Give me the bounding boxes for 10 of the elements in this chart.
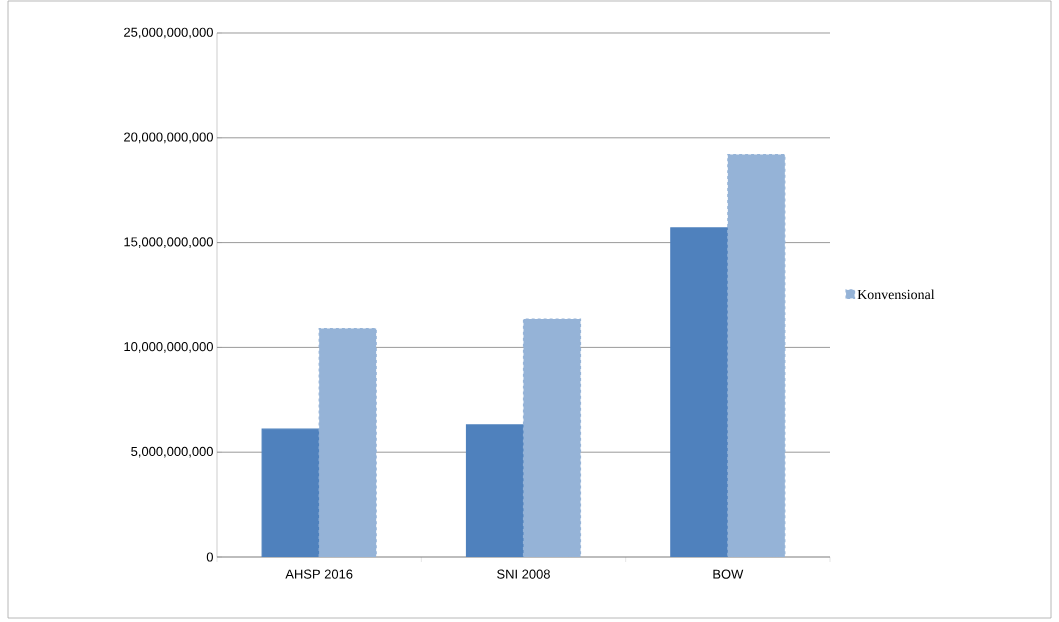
y-tick-label: 5,000,000,000	[131, 446, 213, 458]
x-tick-label: SNI 2008	[497, 569, 550, 579]
y-tick-label: 0	[206, 552, 213, 562]
y-tick-label: 15,000,000,000	[124, 237, 213, 248]
legend-label: Konvensional	[857, 289, 935, 300]
y-tick-label: 25,000,000,000	[124, 27, 213, 39]
x-tick-label: AHSP 2016	[285, 569, 353, 579]
y-tick-label: 10,000,000,000	[124, 342, 213, 353]
x-tick-label: BOW	[713, 569, 744, 579]
y-tick-label: 20,000,000,000	[124, 132, 213, 144]
